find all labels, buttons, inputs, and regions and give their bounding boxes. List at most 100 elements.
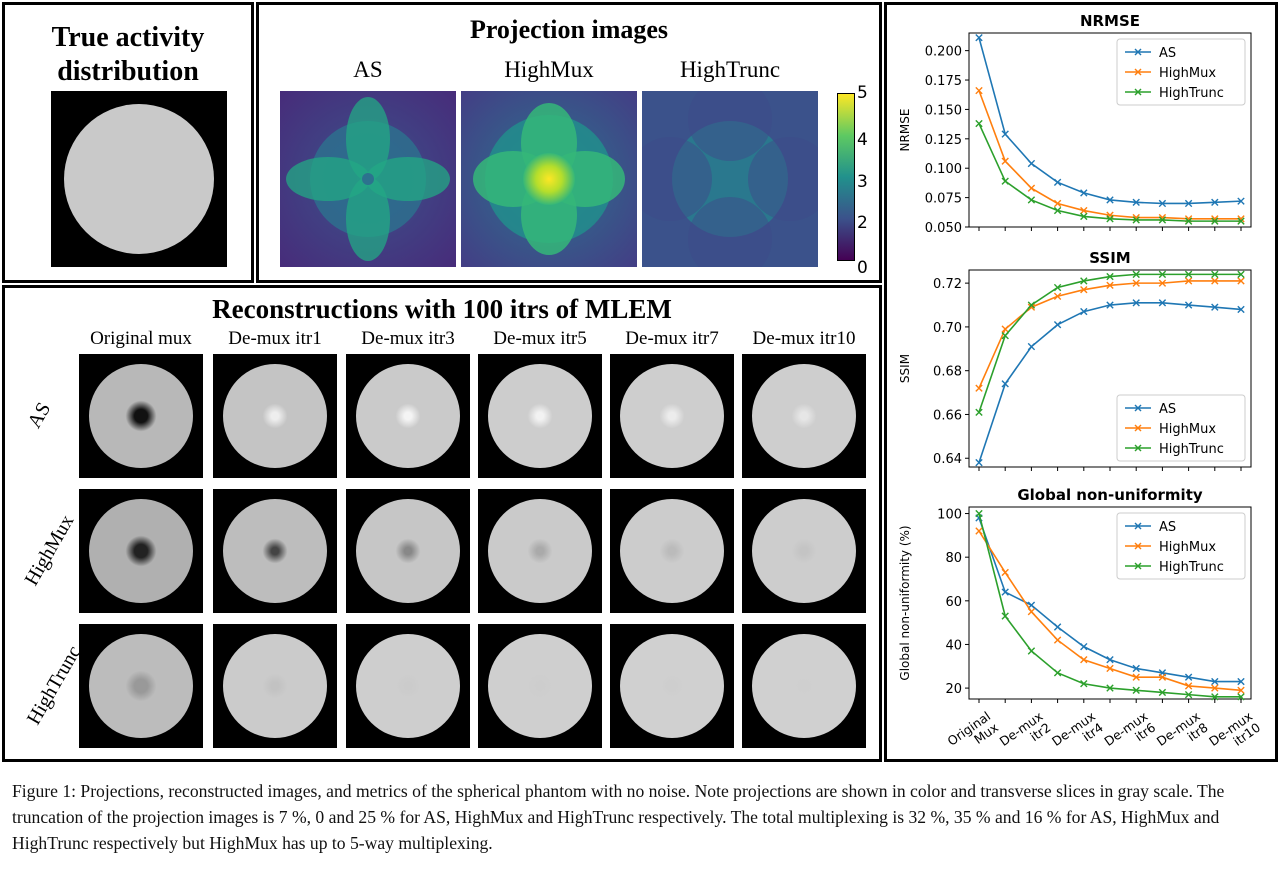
reconstruction-image xyxy=(79,489,203,613)
data-point xyxy=(1211,684,1219,692)
reconstruction-image xyxy=(346,354,470,478)
reconstruction-image xyxy=(213,354,337,478)
data-point xyxy=(1053,283,1062,292)
legend-entry: HighTrunc xyxy=(1159,560,1224,575)
data-point xyxy=(1001,130,1009,138)
legend-entry: AS xyxy=(1159,402,1176,417)
data-point xyxy=(1132,270,1140,279)
y-tick-label: 0.68 xyxy=(933,365,962,380)
true-activity-panel: True activity distribution xyxy=(2,2,254,283)
y-tick-label: 80 xyxy=(945,551,962,566)
data-point xyxy=(1080,277,1088,285)
series-line xyxy=(978,123,1241,222)
data-point xyxy=(1237,686,1245,694)
data-point xyxy=(1053,321,1062,329)
data-point xyxy=(1001,157,1009,165)
projection-label-highmux: HighMux xyxy=(504,57,594,82)
y-tick-label: 60 xyxy=(945,595,962,610)
data-point xyxy=(1080,212,1088,221)
data-point xyxy=(1132,673,1140,681)
legend-entry: HighTrunc xyxy=(1159,86,1224,101)
reconstruction-image xyxy=(742,624,866,748)
chart-title: NRMSE xyxy=(1080,12,1140,30)
column-label: Original mux xyxy=(90,328,192,349)
data-point xyxy=(1158,299,1167,307)
data-point xyxy=(1211,217,1219,225)
data-point xyxy=(1106,684,1114,692)
data-point xyxy=(1053,669,1062,677)
reconstruction-image xyxy=(346,624,470,748)
row-label: AS xyxy=(23,398,56,432)
data-point xyxy=(1027,303,1036,311)
data-point xyxy=(975,408,983,416)
data-point xyxy=(1132,664,1140,673)
data-point xyxy=(1027,196,1036,204)
data-point xyxy=(1106,272,1114,281)
data-point xyxy=(1211,277,1219,285)
reconstruction-image xyxy=(742,354,866,478)
colorbar-tick: 5 xyxy=(857,83,868,103)
legend: AS HighMux HighTrunc xyxy=(1116,394,1246,462)
data-point xyxy=(1080,286,1088,294)
data-point xyxy=(1184,217,1193,225)
projection-title: Projection images xyxy=(469,15,669,44)
y-axis-label: SSIM xyxy=(898,354,912,383)
reconstruction-image xyxy=(742,489,866,613)
data-point xyxy=(1106,301,1114,309)
data-point xyxy=(1053,206,1062,215)
data-point xyxy=(1080,206,1088,215)
reconstruction-image xyxy=(346,489,470,613)
data-point xyxy=(1237,677,1245,686)
data-point xyxy=(1080,680,1088,688)
data-point xyxy=(1106,196,1114,204)
non-uniformity-chart: Global non-uniformity 100 80 60 40 20 Global n… xyxy=(898,486,1263,759)
projection-label-hightrunc: HighTrunc xyxy=(679,57,781,82)
data-point xyxy=(975,384,983,392)
projection-label-as: AS xyxy=(353,57,383,82)
data-point xyxy=(1132,216,1140,224)
chart-title: Global non-uniformity xyxy=(1017,486,1203,504)
data-point xyxy=(1053,292,1062,300)
data-point xyxy=(1053,199,1062,208)
reconstruction-title: Reconstructions with 100 itrs of MLEM xyxy=(212,294,672,324)
y-tick-label: 40 xyxy=(945,638,962,653)
data-point xyxy=(1211,677,1219,686)
series-line xyxy=(978,273,1241,413)
true-activity-image xyxy=(51,91,227,267)
nrmse-chart: NRMSE 0.200 0.175 0.150 0.125 0.100 0.075 0.050… xyxy=(898,12,1252,236)
data-point xyxy=(1158,199,1167,208)
colorbar xyxy=(837,93,855,261)
data-point xyxy=(1237,693,1245,701)
projection-image-highmux xyxy=(461,91,637,267)
projection-panel: Projection images AS HighMux HighTrunc xyxy=(256,2,882,283)
colorbar-tick: 2 xyxy=(857,213,868,233)
reconstruction-image xyxy=(478,489,602,613)
row-label: HighTrunc xyxy=(22,642,86,729)
data-point xyxy=(1001,331,1009,340)
projection-image-as xyxy=(280,91,456,267)
projection-image-hightrunc xyxy=(642,91,818,267)
data-point xyxy=(1211,303,1219,311)
y-tick-label: 0.175 xyxy=(925,74,962,89)
data-point xyxy=(1184,277,1193,285)
ssim-chart: SSIM 0.72 0.70 0.68 0.66 0.64 SSIM AS HighMux Hig… xyxy=(898,249,1252,471)
data-point xyxy=(975,527,983,535)
data-point xyxy=(1027,184,1036,192)
y-axis-label: NRMSE xyxy=(898,109,912,152)
metrics-panel: NRMSE 0.200 0.175 0.150 0.125 0.100 0.075 0.050… xyxy=(884,2,1278,762)
data-point xyxy=(1080,642,1088,651)
legend-entry: HighMux xyxy=(1159,66,1216,81)
data-point xyxy=(1106,215,1114,223)
column-label: De-mux itr7 xyxy=(625,328,719,349)
y-tick-label: 0.200 xyxy=(925,45,962,60)
y-tick-label: 0.075 xyxy=(925,192,962,207)
x-tick-label: De-muxitr8 xyxy=(1154,708,1211,759)
colorbar-tick: 3 xyxy=(857,172,868,192)
data-point xyxy=(975,119,983,128)
data-point xyxy=(1237,197,1245,205)
reconstruction-image xyxy=(213,624,337,748)
y-tick-label: 0.66 xyxy=(933,408,962,423)
legend-entry: HighTrunc xyxy=(1159,442,1224,457)
data-point xyxy=(1132,279,1140,287)
data-point xyxy=(1184,673,1193,681)
